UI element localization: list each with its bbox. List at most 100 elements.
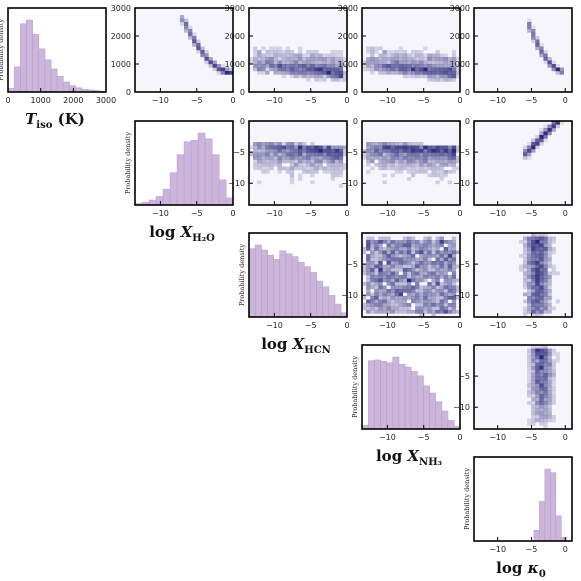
density-cell (310, 71, 315, 75)
density-cell (415, 247, 420, 251)
density-cell (555, 124, 560, 129)
density-cell (314, 64, 319, 68)
density-panel-T-vs-NH3 (362, 8, 461, 92)
density-cell (310, 170, 315, 174)
density-cell (338, 60, 344, 65)
density-cell (398, 60, 404, 65)
density-cell (531, 387, 536, 391)
density-cell (257, 60, 262, 65)
density-cell (411, 271, 416, 276)
density-cell (423, 64, 428, 68)
density-cell (451, 78, 457, 82)
density-cell (398, 71, 404, 75)
density-cell (551, 373, 556, 377)
density-cell (443, 306, 448, 311)
density-cell (406, 60, 412, 65)
density-cell (386, 64, 391, 68)
density-cell (374, 57, 379, 61)
density-cell (366, 50, 371, 54)
density-cell (423, 264, 428, 269)
density-cell (419, 53, 424, 58)
density-cell (551, 250, 556, 255)
density-cell (447, 180, 453, 185)
density-cell (435, 292, 440, 297)
density-cell (527, 243, 532, 248)
density-cell (281, 67, 286, 72)
density-cell (314, 60, 319, 65)
density-cell (531, 254, 536, 258)
density-cell (423, 166, 428, 171)
density-cell (285, 170, 291, 174)
density-cell (338, 145, 344, 150)
density-cell (419, 247, 424, 251)
density-cell (330, 57, 335, 61)
density-cell (289, 149, 295, 153)
density-cell (402, 247, 408, 251)
density-cell (527, 422, 532, 426)
density-cell (547, 261, 552, 265)
density-cell (330, 145, 335, 150)
density-cell (415, 278, 420, 283)
density-cell (411, 53, 416, 58)
density-cell (398, 142, 404, 146)
density-cell (411, 296, 416, 300)
density-cell (451, 271, 457, 276)
density-cell (330, 159, 335, 164)
density-cell (390, 247, 395, 251)
density-cell (370, 71, 375, 75)
density-cell (394, 303, 399, 307)
density-cell (362, 306, 367, 311)
density-cell (439, 271, 444, 276)
density-cell (281, 50, 286, 54)
density-cell (362, 152, 367, 157)
density-cell (535, 348, 540, 353)
density-cell (547, 257, 552, 262)
density-cell (370, 64, 375, 68)
density-cell (443, 254, 448, 258)
density-cell (318, 60, 323, 65)
density-cell (406, 57, 412, 61)
density-cell (523, 278, 528, 283)
density-cell (547, 362, 552, 367)
density-cell (443, 299, 448, 304)
density-cell (543, 257, 548, 262)
density-cell (406, 156, 412, 160)
density-cell (334, 159, 340, 164)
density-cell (435, 60, 440, 65)
x-tick-label-HCN-kappa: 0 (563, 321, 568, 330)
density-cell (543, 292, 548, 297)
density-cell (555, 352, 560, 356)
density-cell (378, 57, 383, 61)
density-cell (543, 264, 548, 269)
density-cell (423, 250, 428, 255)
density-cell (415, 271, 420, 276)
density-cell (398, 166, 404, 171)
density-cell (281, 152, 286, 157)
density-cell (273, 67, 278, 72)
density-cell (228, 71, 234, 75)
density-cell (330, 78, 335, 82)
density-cell (547, 247, 552, 251)
density-cell (527, 145, 532, 150)
density-cell (298, 67, 303, 72)
density-cell (415, 53, 420, 58)
density-cell (451, 296, 457, 300)
density-cell (419, 156, 424, 160)
density-cell (394, 243, 399, 248)
x-tick-label-HCN-kappa: −5 (526, 321, 538, 330)
density-cell (289, 67, 295, 72)
density-cell (184, 25, 189, 30)
density-cell (302, 67, 307, 72)
density-panel-H2O-vs-HCN (249, 121, 348, 205)
density-cell (326, 74, 331, 79)
density-cell (419, 254, 424, 258)
density-cell (547, 418, 552, 423)
density-cell (374, 268, 379, 272)
density-cell (370, 275, 375, 279)
density-cell (535, 303, 540, 307)
density-cell (543, 373, 548, 377)
density-cell (382, 142, 387, 146)
density-cell (293, 53, 299, 58)
density-cell (406, 250, 412, 255)
density-cell (382, 257, 387, 262)
